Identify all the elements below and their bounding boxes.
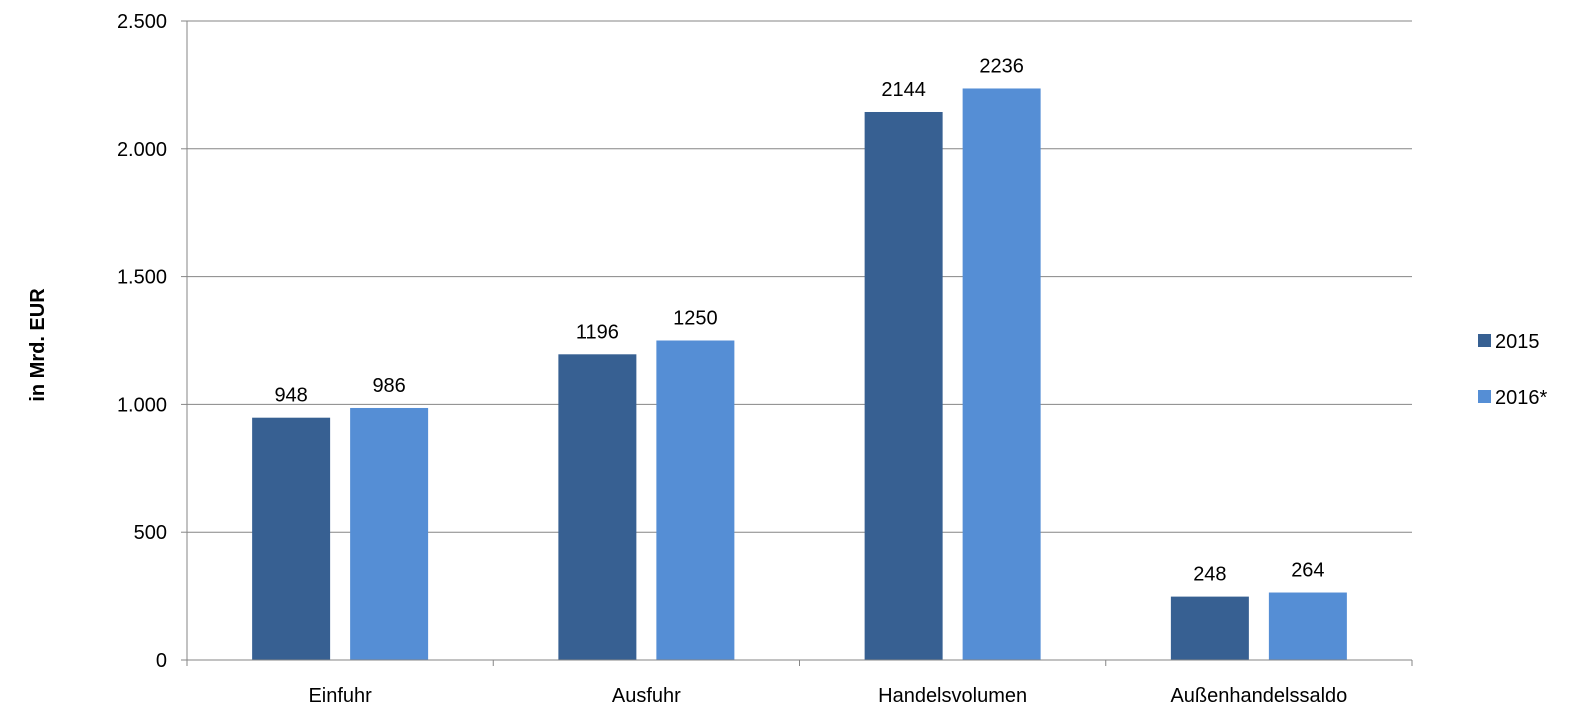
bar-2015-ausfuhr xyxy=(558,354,637,660)
bar-value-label: 248 xyxy=(1193,564,1226,586)
y-tick-label: 1.000 xyxy=(117,394,167,416)
bar-value-label: 1196 xyxy=(576,321,619,343)
y-axis-title: in Mrd. EUR xyxy=(27,288,49,402)
gridlines xyxy=(187,20,1412,533)
bar-value-label: 2236 xyxy=(979,55,1024,77)
x-category-label: Ausfuhr xyxy=(612,685,681,707)
x-category-label: Einfuhr xyxy=(308,685,372,707)
bar-2015-außenhandelssaldo xyxy=(1170,596,1249,660)
bars xyxy=(252,88,1347,661)
x-category-label: Außenhandelssaldo xyxy=(1170,685,1347,707)
bar-2015-handelsvolumen xyxy=(864,111,943,661)
bar-2016-außenhandelssaldo xyxy=(1268,592,1347,660)
y-tick-label: 1.500 xyxy=(117,267,167,289)
legend-swatch xyxy=(1478,390,1491,403)
x-category-label: Handelsvolumen xyxy=(878,685,1027,707)
y-tick-label: 2.500 xyxy=(117,11,167,33)
legend-label: 2015 xyxy=(1495,331,1540,353)
bar-value-label: 948 xyxy=(274,385,307,407)
bar-2016-ausfuhr xyxy=(656,340,735,660)
bar-2016-handelsvolumen xyxy=(962,88,1041,661)
y-tick-label: 2.000 xyxy=(117,139,167,161)
legend-label: 2016* xyxy=(1495,387,1547,409)
bar-2016-einfuhr xyxy=(350,407,429,660)
bar-value-label: 986 xyxy=(372,375,405,397)
bar-value-label: 2144 xyxy=(881,79,926,101)
legend: 2015 2016* xyxy=(1478,331,1547,409)
bar-2015-einfuhr xyxy=(252,417,331,660)
data-labels: 948 986 1196 1250 2144 2236 248 264 xyxy=(274,55,1324,585)
axes: 0 500 1.000 1.500 2.000 2.500 Einfuhr Ausfuhr Ha… xyxy=(117,11,1413,707)
bar-value-label: 1250 xyxy=(673,308,718,330)
bar-value-label: 264 xyxy=(1291,560,1324,582)
legend-swatch xyxy=(1478,334,1491,347)
y-tick-label: 0 xyxy=(156,650,167,672)
y-tick-label: 500 xyxy=(134,522,167,544)
